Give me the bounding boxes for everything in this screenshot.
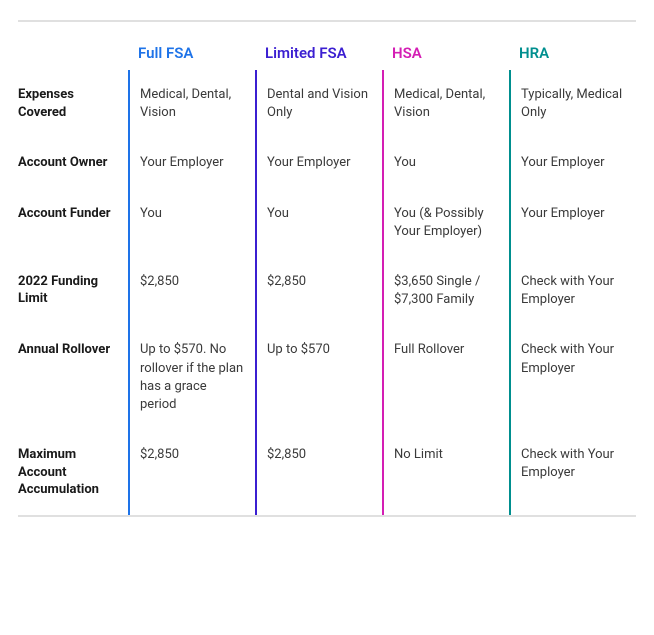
table-cell: You	[128, 189, 255, 257]
table-cell: Check with Your Employer	[509, 325, 636, 430]
row-label: Expenses Covered	[18, 70, 128, 138]
table-cell: $2,850	[255, 257, 382, 325]
row-label: 2022 Funding Limit	[18, 257, 128, 325]
bottom-divider	[18, 515, 636, 517]
table-cell: Your Employer	[128, 138, 255, 188]
column-header: Limited FSA	[255, 22, 382, 70]
table-grid: Full FSALimited FSAHSAHRA Expenses Covere…	[18, 22, 636, 515]
row-label: Annual Rollover	[18, 325, 128, 430]
header-blank	[18, 22, 128, 70]
table-cell: Check with Your Employer	[509, 430, 636, 515]
row-label: Maximum Account Accumulation	[18, 430, 128, 515]
table-cell: You	[382, 138, 509, 188]
table-cell: $3,650 Single / $7,300 Family	[382, 257, 509, 325]
table-cell: No Limit	[382, 430, 509, 515]
column-header: HSA	[382, 22, 509, 70]
column-header: HRA	[509, 22, 636, 70]
table-cell: Medical, Dental, Vision	[382, 70, 509, 138]
table-cell: Up to $570	[255, 325, 382, 430]
table-cell: Typically, Medical Only	[509, 70, 636, 138]
table-cell: Your Employer	[509, 189, 636, 257]
table-cell: $2,850	[128, 430, 255, 515]
table-cell: You (& Possibly Your Employer)	[382, 189, 509, 257]
comparison-table: Full FSALimited FSAHSAHRA Expenses Covere…	[18, 20, 636, 517]
table-cell: Dental and Vision Only	[255, 70, 382, 138]
table-cell: Up to $570. No rollover if the plan has …	[128, 325, 255, 430]
column-header: Full FSA	[128, 22, 255, 70]
row-label: Account Funder	[18, 189, 128, 257]
table-cell: Full Rollover	[382, 325, 509, 430]
table-cell: Your Employer	[509, 138, 636, 188]
table-cell: You	[255, 189, 382, 257]
row-label: Account Owner	[18, 138, 128, 188]
table-cell: $2,850	[128, 257, 255, 325]
table-cell: Medical, Dental, Vision	[128, 70, 255, 138]
table-cell: Your Employer	[255, 138, 382, 188]
table-cell: Check with Your Employer	[509, 257, 636, 325]
table-cell: $2,850	[255, 430, 382, 515]
